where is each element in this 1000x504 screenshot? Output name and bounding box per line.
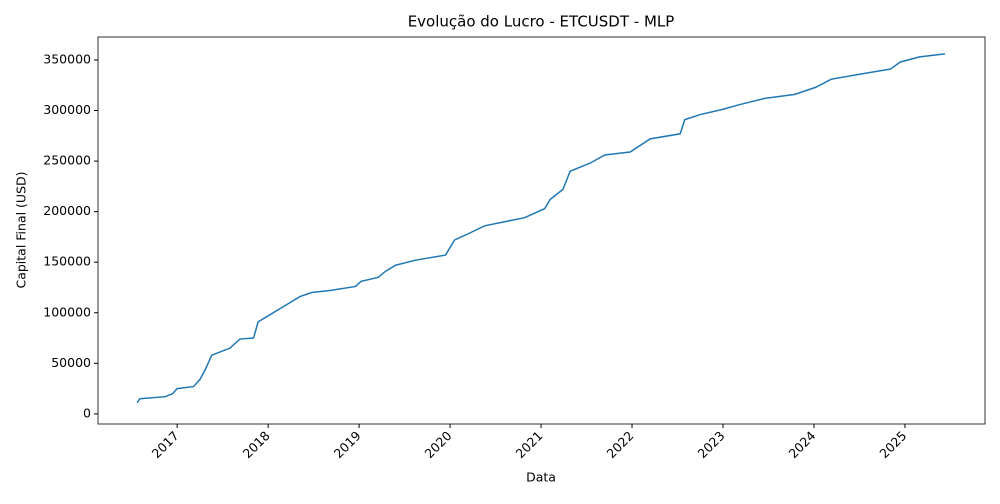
x-tick-label: 2021 <box>513 428 546 461</box>
x-tick-label: 2018 <box>240 428 273 461</box>
x-tick-label: 2022 <box>604 428 637 461</box>
y-tick-label: 200000 <box>43 203 91 218</box>
y-tick-label: 300000 <box>43 102 91 117</box>
y-tick-label: 100000 <box>43 304 91 319</box>
chart-title: Evolução do Lucro - ETCUSDT - MLP <box>408 13 675 31</box>
x-tick-label: 2020 <box>422 428 455 461</box>
y-tick-label: 150000 <box>43 254 91 269</box>
y-tick-label: 50000 <box>51 355 91 370</box>
y-tick-label: 350000 <box>43 51 91 66</box>
y-axis-label: Capital Final (USD) <box>14 171 29 288</box>
data-line <box>136 53 946 404</box>
x-tick-label: 2025 <box>876 428 909 461</box>
y-tick-label: 0 <box>83 405 91 420</box>
y-tick-label: 250000 <box>43 153 91 168</box>
x-tick-label: 2023 <box>694 428 727 461</box>
x-tick-label: 2019 <box>331 428 364 461</box>
x-tick-label: 2024 <box>785 428 818 461</box>
plot-frame <box>97 36 986 425</box>
x-tick-label: 2017 <box>149 428 182 461</box>
x-axis-label: Data <box>526 470 556 485</box>
